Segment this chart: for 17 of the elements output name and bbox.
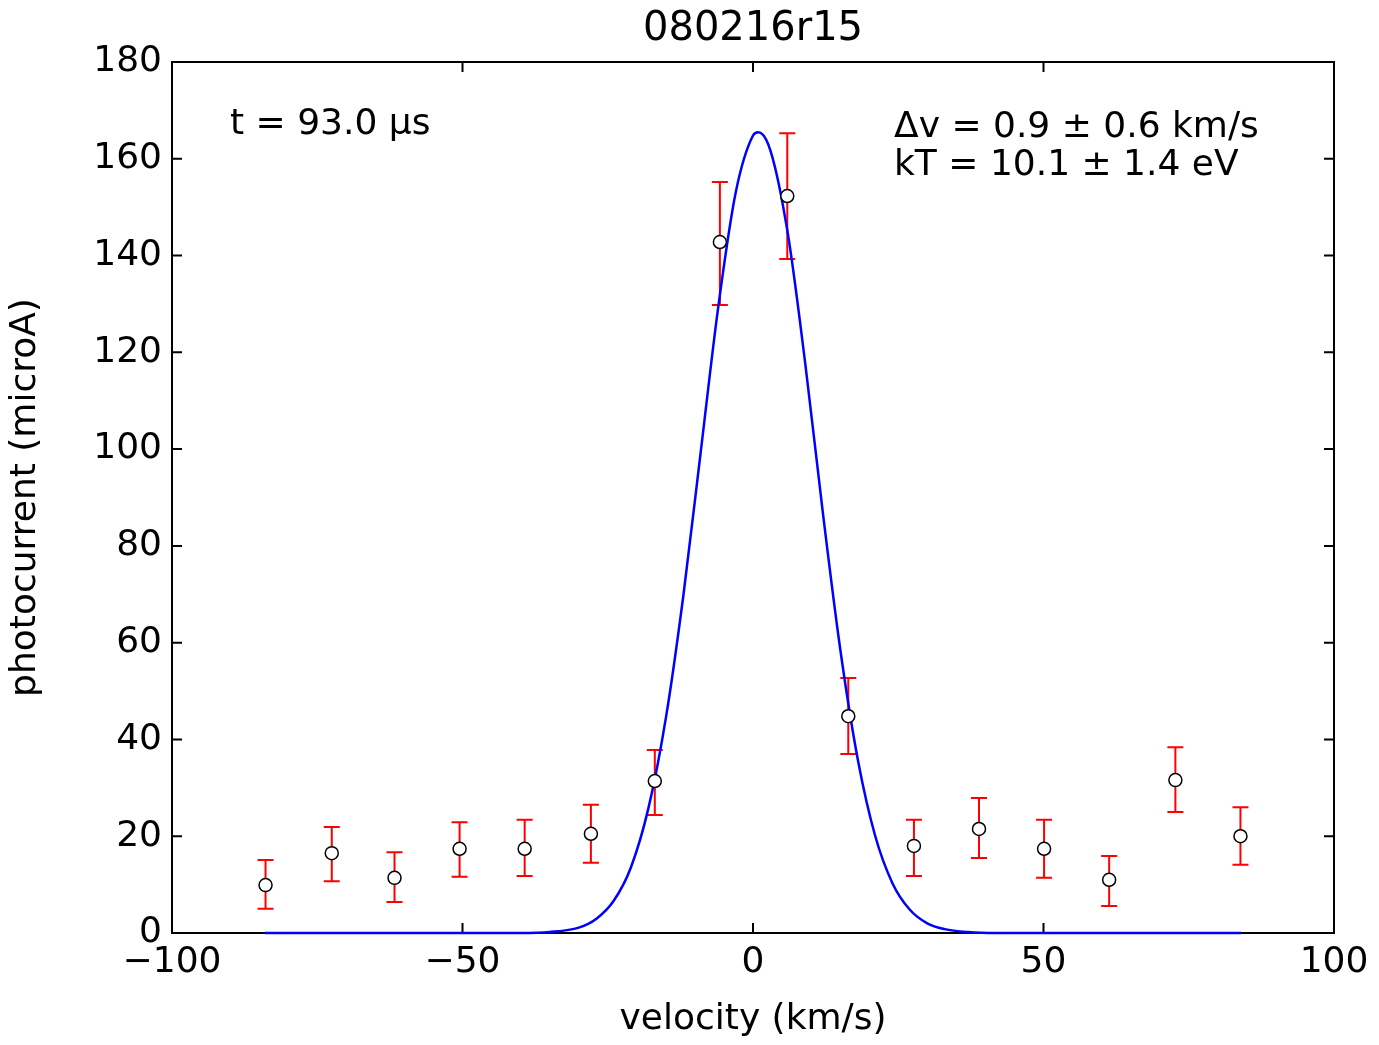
y-tick-label: 140 [93, 231, 162, 273]
y-tick-label: 180 [93, 38, 162, 80]
y-tick-label: 120 [93, 328, 162, 370]
x-tick-label: 100 [1299, 938, 1369, 980]
x-tick-label: 0 [741, 938, 765, 980]
x-axis-title: velocity (km/s) [619, 995, 887, 1037]
y-axis-title: photocurrent (microA) [1, 298, 43, 697]
y-tick-label: 40 [116, 715, 162, 757]
y-tick-label: 80 [116, 522, 162, 564]
y-tick-label: 100 [93, 425, 162, 467]
y-tick-label: 60 [116, 619, 162, 661]
x-tick-label: −50 [424, 938, 501, 980]
x-tick-label: 50 [1020, 938, 1067, 980]
annotation: t = 93.0 μs [230, 101, 431, 143]
y-tick-label: 20 [116, 812, 162, 854]
chart-title: 080216r15 [642, 3, 864, 50]
y-tick-label: 160 [93, 135, 162, 177]
